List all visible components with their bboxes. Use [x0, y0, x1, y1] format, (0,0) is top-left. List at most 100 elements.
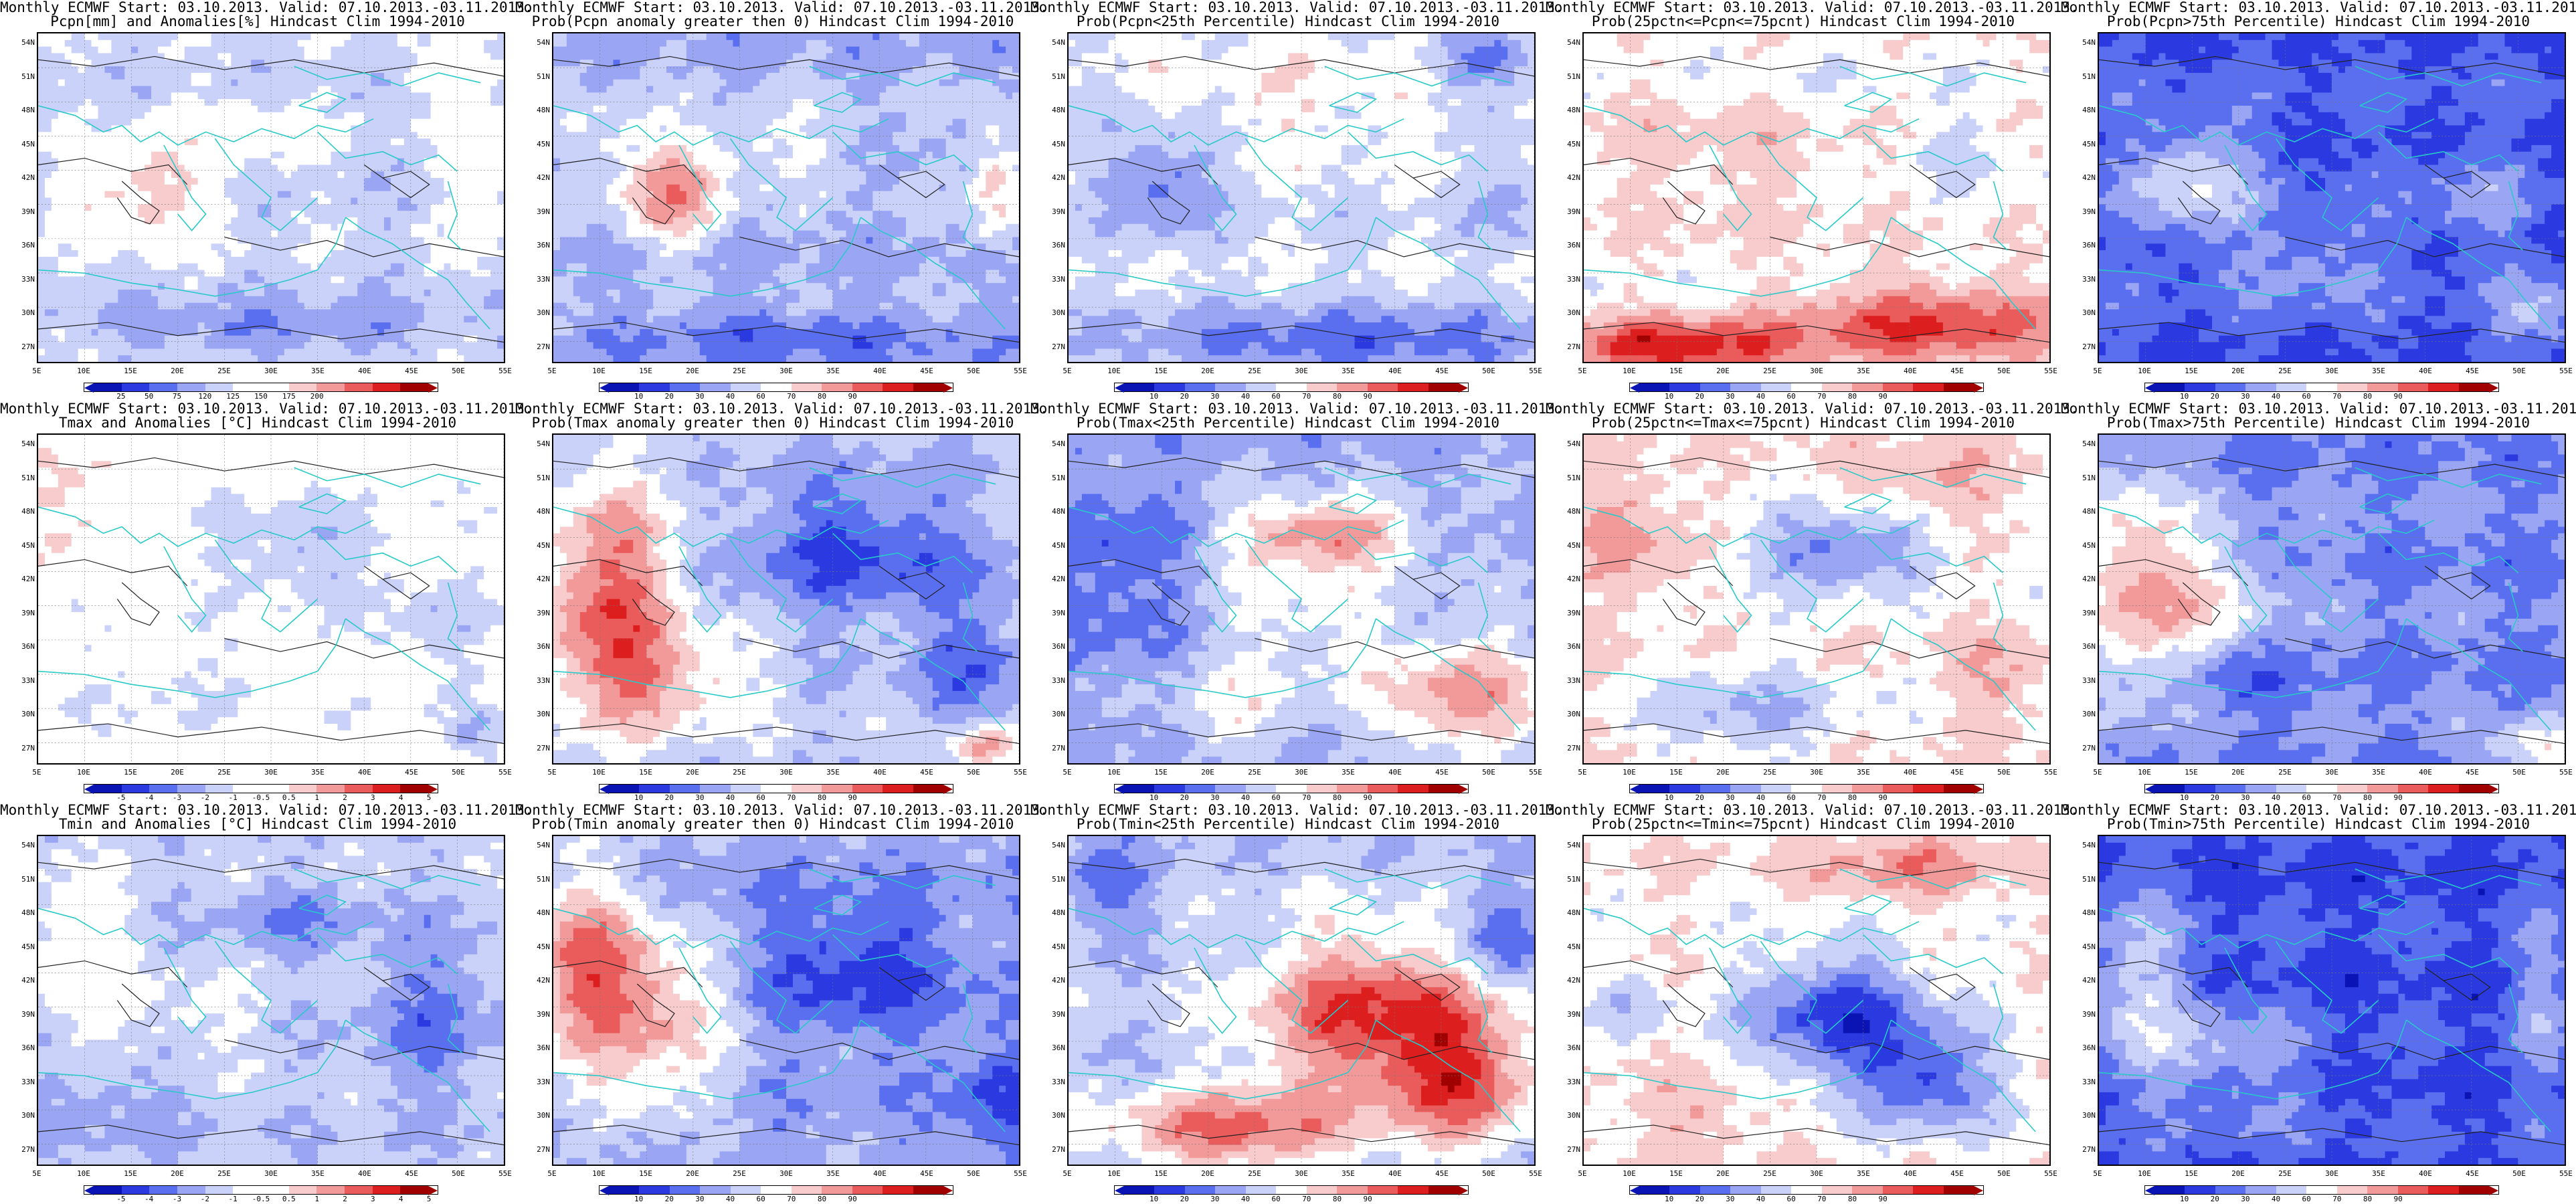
field-cell: [111, 230, 118, 238]
field-cell: [746, 33, 753, 41]
field-cell: [384, 72, 391, 80]
field-cell: [324, 53, 332, 60]
field-cell: [217, 158, 225, 165]
field-cell: [559, 53, 567, 60]
field-cell: [497, 217, 504, 225]
field-cell: [606, 39, 614, 47]
field-cell: [324, 125, 332, 132]
field-cell: [238, 138, 245, 146]
field-cell: [679, 46, 687, 54]
field-cell: [806, 39, 814, 47]
coastline: [294, 66, 481, 87]
field-cell: [317, 178, 325, 185]
field-cell: [38, 92, 45, 100]
field-cell: [271, 99, 278, 106]
field-cell: [812, 144, 820, 153]
field-cell: [138, 250, 145, 258]
field-cell: [573, 151, 581, 159]
field-cell: [397, 237, 405, 244]
field-cell: [124, 53, 132, 60]
field-cell: [151, 132, 159, 139]
field-cell: [573, 106, 581, 113]
field-cell: [71, 92, 79, 100]
field-cell: [364, 178, 371, 185]
field-cell: [919, 106, 927, 113]
field-cell: [364, 283, 371, 290]
field-cell: [819, 39, 827, 47]
field-cell: [277, 138, 285, 146]
field-cell: [410, 112, 418, 120]
field-cell: [713, 33, 721, 41]
field-cell: [773, 86, 780, 93]
field-cell: [397, 328, 405, 336]
field-cell: [91, 66, 99, 74]
field-cell: [484, 99, 491, 106]
field-cell: [371, 348, 378, 356]
field-cell: [397, 276, 405, 284]
field-cell: [893, 53, 900, 60]
field-cell: [437, 132, 445, 139]
field-cell: [64, 178, 72, 185]
field-cell: [357, 237, 365, 244]
field-cell: [660, 112, 667, 120]
field-cell: [959, 53, 967, 60]
field-cell: [450, 270, 458, 277]
field-cell: [191, 184, 199, 192]
field-cell: [38, 289, 45, 297]
field-cell: [826, 46, 834, 54]
field-cell: [1012, 118, 1019, 126]
field-cell: [271, 230, 278, 238]
field-cell: [138, 322, 145, 330]
field-cell: [477, 270, 484, 277]
field-cell: [470, 204, 478, 211]
field-cell: [98, 118, 106, 126]
field-cell: [759, 92, 767, 100]
field-cell: [271, 178, 278, 185]
field-cell: [224, 171, 232, 179]
field-cell: [104, 144, 112, 153]
field-cell: [626, 33, 634, 41]
field-cell: [344, 256, 351, 264]
field-cell: [71, 342, 79, 349]
field-cell: [331, 230, 339, 238]
field-cell: [713, 106, 721, 113]
field-cell: [64, 342, 72, 349]
field-cell: [284, 112, 292, 120]
field-cell: [699, 53, 707, 60]
field-cell: [490, 191, 498, 199]
field-cell: [457, 355, 464, 362]
field-cell: [812, 86, 820, 93]
field-cell: [344, 144, 351, 153]
field-cell: [470, 72, 478, 80]
field-cell: [244, 250, 252, 258]
field-cell: [337, 197, 345, 205]
field-cell: [377, 184, 385, 192]
field-cell: [410, 46, 418, 54]
field-cell: [390, 33, 398, 41]
field-cell: [593, 53, 601, 60]
field-cell: [317, 39, 325, 47]
field-cell: [164, 309, 172, 316]
field-cell: [231, 335, 238, 343]
field-cell: [171, 178, 179, 185]
field-cell: [64, 223, 72, 231]
field-cell: [470, 223, 478, 231]
field-cell: [51, 322, 59, 330]
field-cell: [84, 191, 92, 199]
field-cell: [470, 276, 478, 284]
field-cell: [304, 118, 312, 126]
field-cell: [244, 106, 252, 113]
field-cell: [464, 302, 471, 310]
field-cell: [317, 53, 325, 60]
field-cell: [733, 158, 740, 165]
field-cell: [351, 99, 358, 106]
field-cell: [91, 184, 99, 192]
field-cell: [71, 39, 79, 47]
field-cell: [417, 92, 425, 100]
field-cell: [806, 46, 814, 54]
field-cell: [138, 118, 145, 126]
field-cell: [384, 184, 391, 192]
field-cell: [397, 309, 405, 316]
field-cell: [304, 263, 312, 271]
field-cell: [726, 33, 734, 41]
